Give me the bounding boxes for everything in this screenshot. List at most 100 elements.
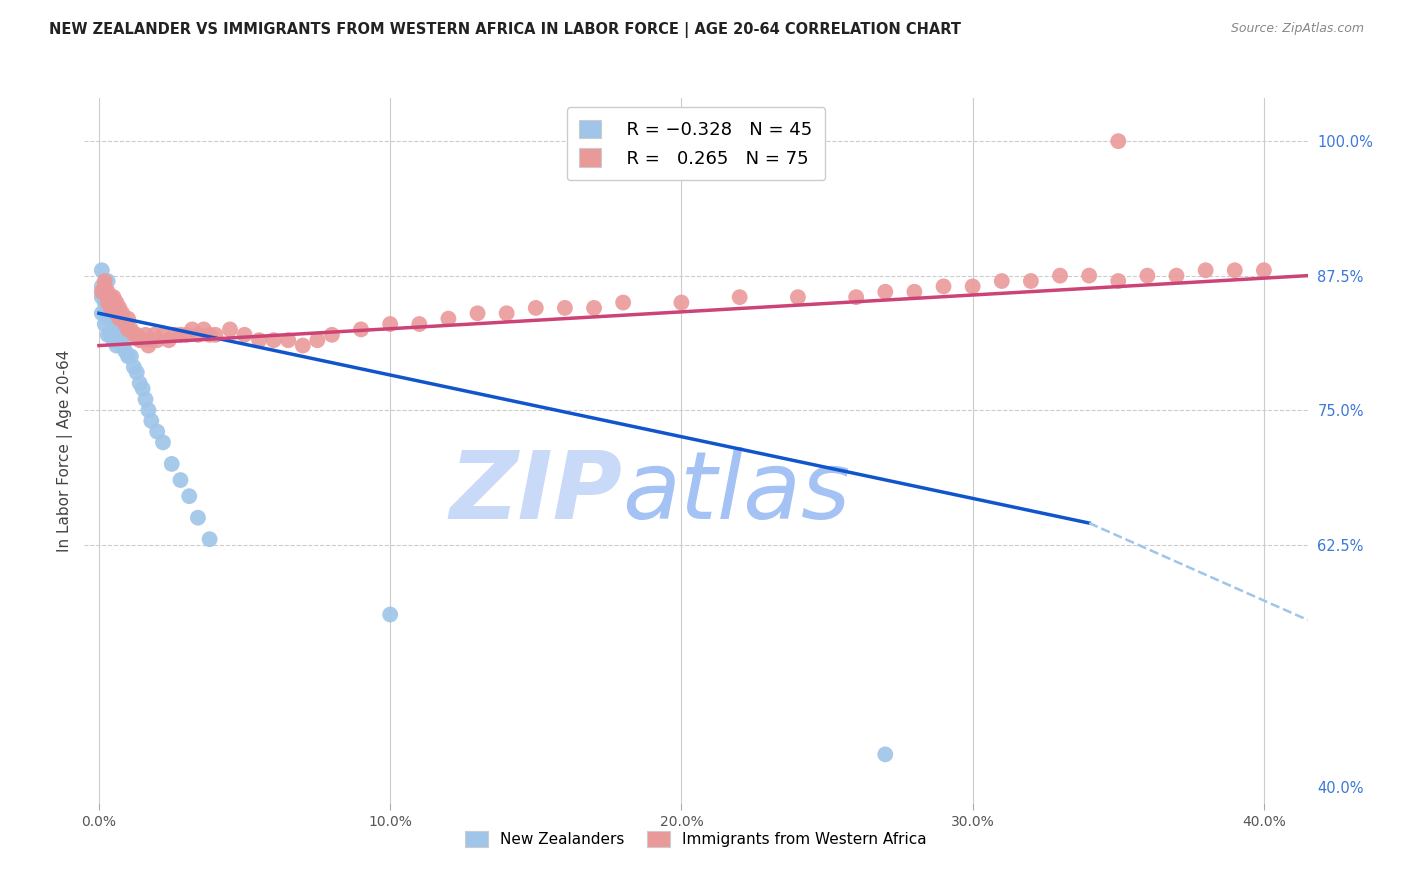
Legend: New Zealanders, Immigrants from Western Africa: New Zealanders, Immigrants from Western … [457,824,935,855]
Point [141,414,163,428]
Point [1107,274,1129,288]
Point [1078,268,1101,283]
Point [728,290,751,304]
Point [97,327,120,342]
Point [100,327,122,342]
Point [143,327,166,342]
Point [1049,268,1071,283]
Point [90,263,112,277]
Point [1253,263,1275,277]
Point [467,306,489,320]
Point [583,301,606,315]
Point [845,290,868,304]
Point [380,317,402,331]
Point [495,306,517,320]
Point [135,392,157,407]
Point [100,306,122,320]
Point [93,274,115,288]
Point [307,333,329,347]
Point [277,333,299,347]
Point [174,327,197,342]
Point [90,306,112,320]
Point [247,333,270,347]
Point [1136,268,1159,283]
Point [163,327,186,342]
Point [128,333,150,347]
Point [111,311,134,326]
Point [204,327,226,342]
Point [169,327,191,342]
Point [114,343,136,358]
Point [131,382,153,396]
Point [111,306,134,320]
Point [141,333,163,347]
Point [152,327,174,342]
Point [1107,134,1129,148]
Point [100,301,122,315]
Point [932,279,955,293]
Point [105,306,128,320]
Point [114,317,136,331]
Point [1195,263,1218,277]
Point [93,295,115,310]
Point [157,333,180,347]
Point [111,338,134,352]
Point [105,306,128,320]
Text: atlas: atlas [623,447,851,538]
Point [117,311,139,326]
Point [160,457,183,471]
Point [108,327,131,342]
Point [97,274,120,288]
Point [120,349,142,363]
Point [122,327,145,342]
Point [111,322,134,336]
Point [103,317,125,331]
Point [903,285,925,299]
Point [93,306,115,320]
Point [524,301,547,315]
Point [1019,274,1042,288]
Point [612,295,634,310]
Point [138,403,160,417]
Point [875,747,897,762]
Point [198,533,221,547]
Point [146,333,169,347]
Point [120,322,142,336]
Text: Source: ZipAtlas.com: Source: ZipAtlas.com [1230,22,1364,36]
Point [233,327,256,342]
Point [138,338,160,352]
Point [103,295,125,310]
Point [1166,268,1188,283]
Point [152,435,174,450]
Point [100,290,122,304]
Point [108,311,131,326]
Point [105,322,128,336]
Point [108,301,131,315]
Point [125,366,148,380]
Point [350,322,373,336]
Point [193,322,215,336]
Point [103,333,125,347]
Point [90,285,112,299]
Point [108,311,131,326]
Point [187,327,209,342]
Point [291,338,314,352]
Point [93,285,115,299]
Point [787,290,810,304]
Point [103,290,125,304]
Point [554,301,576,315]
Point [128,376,150,391]
Point [97,285,120,299]
Point [187,510,209,524]
Point [122,360,145,375]
Point [131,333,153,347]
Point [93,317,115,331]
Text: NEW ZEALANDER VS IMMIGRANTS FROM WESTERN AFRICA IN LABOR FORCE | AGE 20-64 CORRE: NEW ZEALANDER VS IMMIGRANTS FROM WESTERN… [49,22,962,38]
Point [263,333,285,347]
Point [380,607,402,622]
Point [90,290,112,304]
Point [117,349,139,363]
Point [671,295,693,310]
Text: ZIP: ZIP [450,447,623,539]
Point [97,295,120,310]
